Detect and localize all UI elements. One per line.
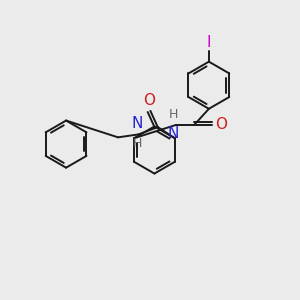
Text: I: I — [207, 35, 211, 50]
Text: N: N — [131, 116, 143, 130]
Text: N: N — [168, 126, 179, 141]
Text: H: H — [132, 137, 142, 150]
Text: O: O — [215, 118, 227, 133]
Text: O: O — [143, 93, 155, 108]
Text: H: H — [169, 108, 178, 121]
